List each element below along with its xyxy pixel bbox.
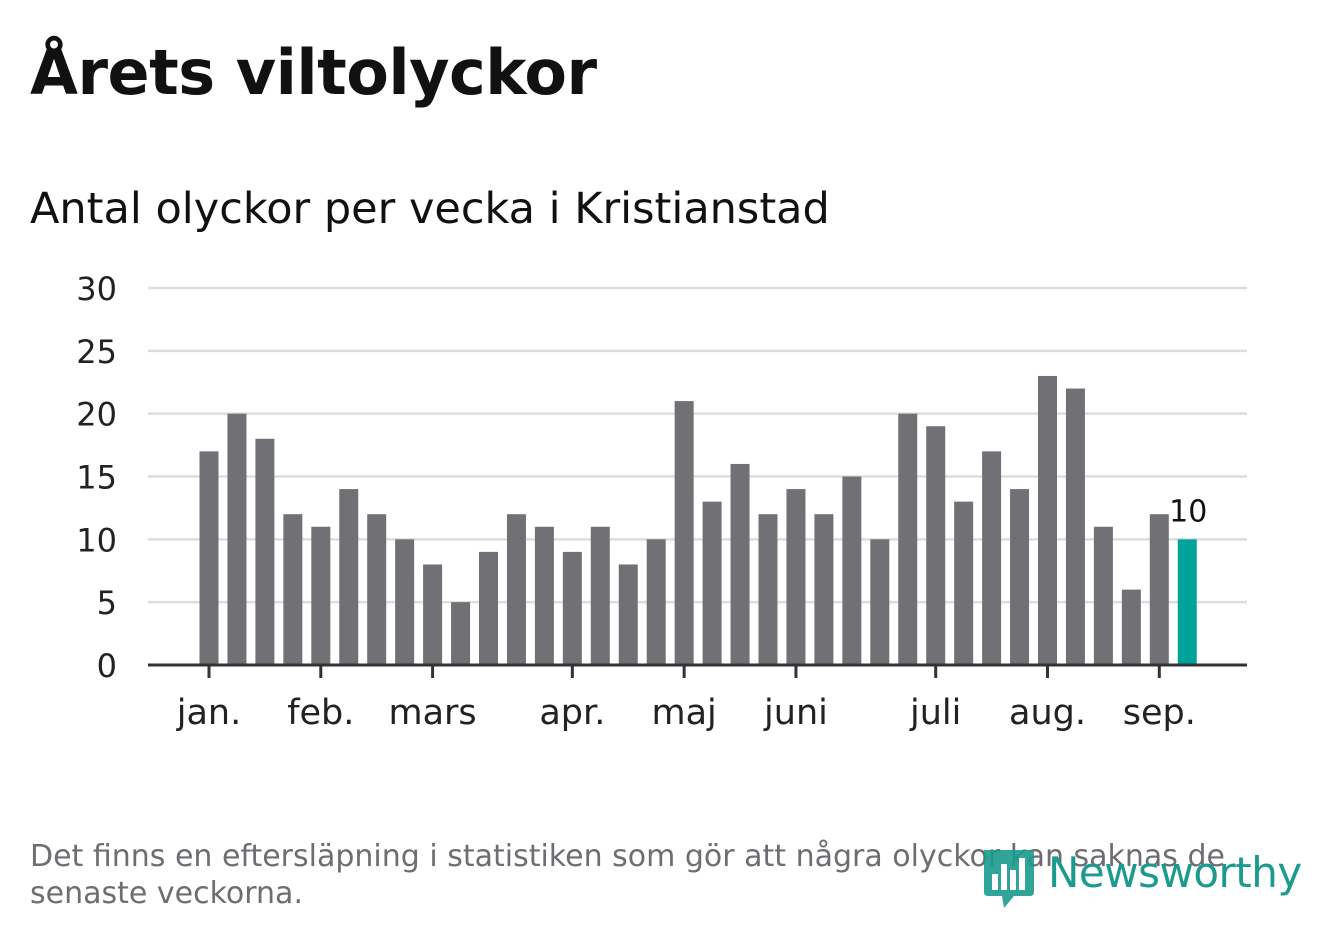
last-bar-value-label: 10 [1169, 494, 1207, 529]
x-tick-label: apr. [539, 693, 605, 733]
bars [199, 375, 1197, 665]
bar [1093, 526, 1113, 665]
y-tick-label: 15 [76, 459, 117, 497]
bar [227, 413, 247, 665]
bar [702, 501, 722, 665]
bar [870, 539, 890, 665]
bar [534, 526, 554, 665]
bar [283, 514, 303, 665]
bar [395, 539, 415, 665]
bar-chart-pin-icon [984, 850, 1034, 908]
bar [842, 476, 862, 665]
bar [1038, 375, 1057, 665]
x-tick-label: feb. [287, 693, 354, 733]
y-tick-label: 25 [76, 333, 117, 371]
bar [367, 514, 387, 665]
x-axis-ticks: jan. feb. mars apr. maj juni juli aug. sep. [176, 665, 1196, 733]
x-tick-label: juni [763, 693, 828, 733]
bar-highlight [1177, 539, 1197, 665]
bar [646, 539, 666, 665]
bar [786, 489, 806, 665]
y-axis-ticks: 0 5 10 15 20 25 30 [76, 270, 117, 685]
y-tick-label: 10 [76, 521, 117, 559]
bar [479, 551, 498, 665]
bar [339, 489, 359, 665]
bar [423, 564, 443, 665]
x-tick-label: juli [909, 693, 961, 733]
bar [1065, 388, 1085, 665]
bar [926, 426, 946, 665]
y-tick-label: 30 [76, 270, 117, 308]
x-tick-label: sep. [1123, 693, 1196, 733]
y-tick-label: 20 [76, 396, 117, 434]
bar [758, 514, 778, 665]
bar [1121, 589, 1141, 665]
x-tick-label: maj [652, 693, 717, 733]
bar [730, 463, 750, 665]
x-tick-label: aug. [1009, 693, 1086, 733]
chart-subtitle: Antal olyckor per vecka i Kristianstad [30, 184, 830, 234]
bar [199, 451, 219, 665]
y-tick-label: 5 [97, 584, 117, 622]
grid-lines [148, 286, 1247, 604]
brand-logo-text: Newsworthy [1048, 848, 1302, 897]
bar [1149, 514, 1169, 665]
bar [674, 401, 694, 665]
x-tick-label: mars [389, 693, 477, 733]
bar [618, 564, 638, 665]
bar [898, 413, 918, 665]
bar [451, 602, 471, 665]
bar [982, 451, 1002, 665]
bar [1010, 489, 1030, 665]
bar [255, 438, 275, 665]
bar [562, 551, 582, 665]
x-tick-label: jan. [176, 693, 241, 733]
y-tick-label: 0 [97, 647, 117, 685]
bar [506, 514, 526, 665]
bar [311, 526, 331, 665]
bar [954, 501, 974, 665]
bar [590, 526, 610, 665]
bar-chart: 0 5 10 15 20 25 30 jan. feb. mars apr. maj juni juli… [76, 270, 1247, 733]
chart-title: Årets viltolyckor [30, 36, 597, 109]
bar [814, 514, 834, 665]
